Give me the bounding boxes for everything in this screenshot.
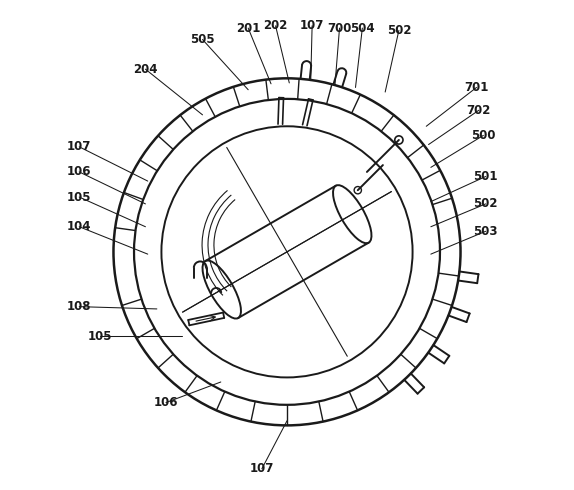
Text: 107: 107 xyxy=(67,140,91,153)
Text: 107: 107 xyxy=(300,19,324,32)
Text: 502: 502 xyxy=(474,197,498,210)
Text: 500: 500 xyxy=(471,129,495,142)
Text: 504: 504 xyxy=(350,22,375,35)
Text: 104: 104 xyxy=(67,220,91,233)
Text: 702: 702 xyxy=(467,104,491,117)
Text: 106: 106 xyxy=(154,396,179,409)
Text: 501: 501 xyxy=(474,170,498,183)
Text: 505: 505 xyxy=(190,33,215,46)
Text: 106: 106 xyxy=(67,166,91,178)
Text: 700: 700 xyxy=(327,22,352,35)
Text: 701: 701 xyxy=(464,81,488,94)
Text: 503: 503 xyxy=(474,225,498,238)
Text: 107: 107 xyxy=(250,462,274,475)
Text: 502: 502 xyxy=(387,24,411,37)
Text: 108: 108 xyxy=(67,300,91,313)
Text: 105: 105 xyxy=(67,191,91,203)
Text: 204: 204 xyxy=(133,63,158,75)
Text: 201: 201 xyxy=(236,22,261,35)
Text: 105: 105 xyxy=(87,330,112,343)
Text: 202: 202 xyxy=(263,19,288,32)
